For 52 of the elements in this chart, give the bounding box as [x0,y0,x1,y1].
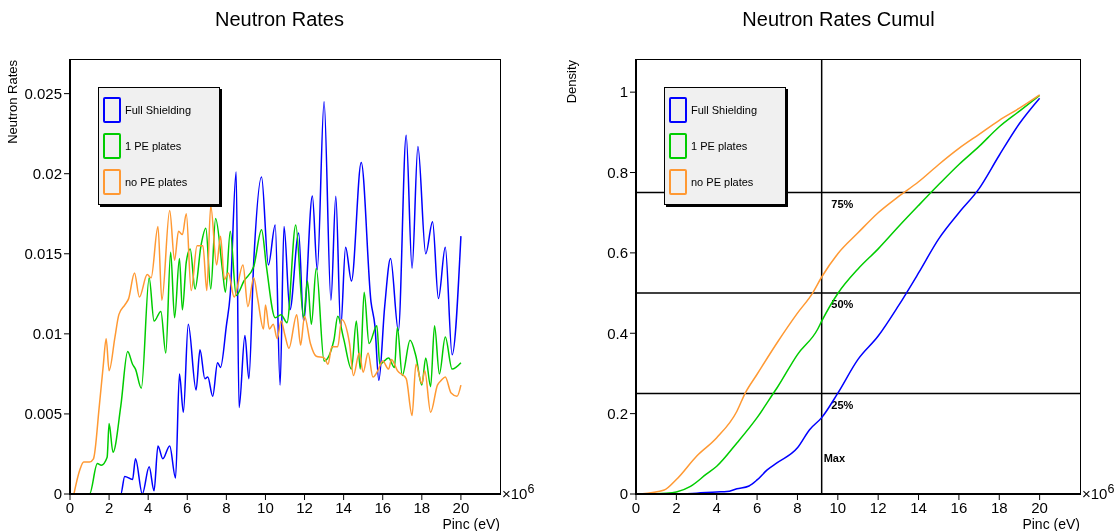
x-tick-label: 18 [413,498,431,516]
x-tick-label: 6 [183,498,192,516]
y-tick-label: 0.005 [24,405,62,423]
ref-line-label: 50% [831,298,854,311]
x-tick-label: 0 [65,498,75,516]
x-tick-label: 0 [631,498,641,516]
x-tick-label: 4 [144,498,153,516]
x-tick-label: 8 [793,498,802,516]
y-tick-label: 0.015 [24,245,62,263]
x-tick-label: 2 [672,498,681,516]
legend-label: 1 PE plates [691,140,748,152]
x-tick-label: 14 [335,498,352,516]
legend-label: Full Shielding [691,104,758,116]
x-tick-label: 2 [104,498,114,516]
ref-line-label: 25% [831,398,854,411]
y-tick-label: 0.025 [24,84,62,102]
x-axis-title: Pinc (eV) [1022,516,1080,531]
legend-label: 1 PE plates [125,140,182,152]
x-tick-label: 6 [752,498,762,516]
y-tick-label: 0.6 [607,244,628,262]
x-tick-label: 20 [452,498,470,516]
ref-line-label: Max [823,452,846,464]
x-tick-label: 12 [869,498,887,516]
x-tick-label: 20 [1031,498,1048,516]
y-tick-label: 0.01 [32,325,62,343]
x-tick-label: 18 [990,498,1008,516]
y-tick-label: 0.02 [32,165,62,183]
chart-title: Neutron Rates Cumul [741,8,936,31]
text: ×10$^{6}$ [1082,482,1115,502]
x-tick-label: 4 [712,498,721,516]
text: ×10$^{6}$ [502,482,535,502]
legend-label: no PE plates [125,176,188,188]
legend-label: no PE plates [691,176,754,188]
x-tick-label: 16 [374,498,392,516]
x-tick-label: 10 [829,498,847,516]
x-tick-label: 10 [257,498,274,516]
y-tick-label: 0 [619,485,628,503]
y-tick-label: 0.8 [607,163,628,181]
chart-title: Neutron Rates [214,8,345,31]
y-tick-label: 0.2 [607,404,628,422]
ref-line-label: 75% [831,197,854,210]
x-tick-label: 14 [910,498,927,516]
x-tick-label: 8 [222,498,231,516]
y-tick-label: 0 [53,485,62,503]
x-axis-title: Pinc (eV) [442,516,500,531]
y-axis-title: Neutron Rates [5,60,20,144]
legend-label: Full Shielding [125,104,192,116]
y-tick-label: 0.4 [607,324,628,342]
x-tick-label: 16 [950,498,968,516]
y-axis-title: Density [564,60,579,104]
x-tick-label: 12 [296,498,313,516]
y-tick-label: 1 [619,83,628,101]
